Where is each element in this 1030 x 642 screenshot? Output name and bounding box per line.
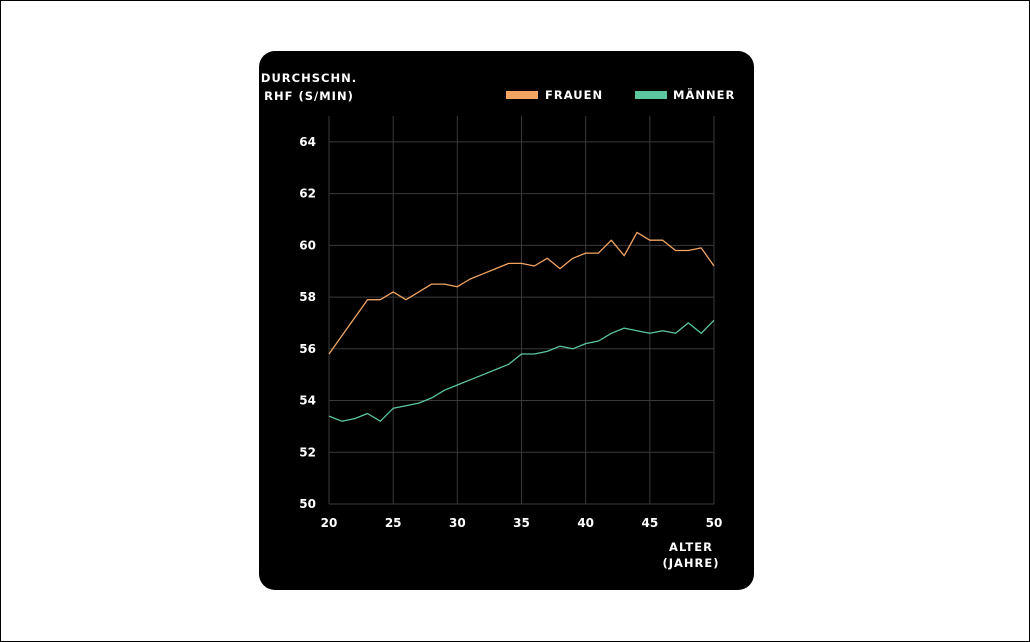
x-tick-label: 45 — [641, 516, 658, 530]
y-tick-label: 62 — [299, 187, 316, 201]
x-axis-label-line-2: (JAHRE) — [662, 556, 719, 570]
x-tick-label: 40 — [577, 516, 594, 530]
y-tick-label: 56 — [299, 342, 316, 356]
x-tick-label: 30 — [449, 516, 466, 530]
y-tick-label: 50 — [299, 497, 316, 511]
x-axis-label-line-1: ALTER — [669, 540, 713, 554]
x-tick-label: 35 — [513, 516, 530, 530]
legend-swatch-maenner — [635, 91, 667, 99]
x-tick-label: 50 — [706, 516, 723, 530]
y-tick-label: 58 — [299, 290, 316, 304]
legend-swatch-frauen — [506, 91, 538, 99]
x-tick-label: 20 — [321, 516, 338, 530]
legend-label-frauen: FRAUEN — [545, 88, 603, 102]
y-tick-label: 60 — [299, 238, 316, 252]
y-tick-label: 52 — [299, 445, 316, 459]
y-axis-label-line-1: DURCHSCHN. — [261, 71, 357, 85]
line-chart: 50 52 54 56 58 60 62 64 20 25 30 35 40 45 50 DURCHSCH… — [261, 71, 735, 570]
y-axis-label-line-2: RHF (S/MIN) — [264, 89, 354, 103]
legend-label-maenner: MÄNNER — [673, 87, 735, 102]
series-line-frauen — [328, 231, 715, 355]
chart-card: 50 52 54 56 58 60 62 64 20 25 30 35 40 45 50 DURCHSCH… — [259, 51, 754, 590]
legend: FRAUEN MÄNNER — [506, 87, 735, 102]
series-line-maenner — [328, 319, 715, 422]
y-tick-label: 64 — [299, 135, 316, 149]
x-tick-label: 25 — [385, 516, 402, 530]
y-tick-label: 54 — [299, 394, 316, 408]
